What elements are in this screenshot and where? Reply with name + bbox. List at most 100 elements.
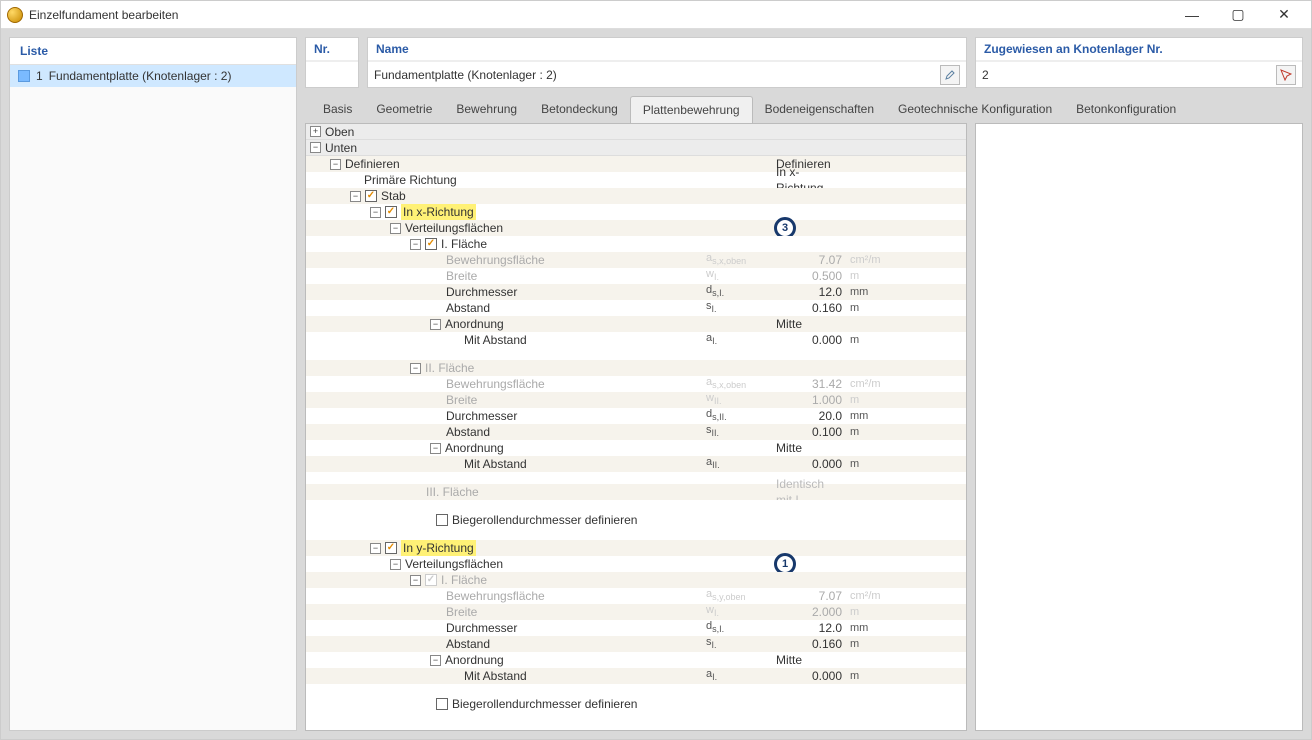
expander-icon[interactable]: + xyxy=(310,126,321,137)
tree-panel: + Oben − Unten xyxy=(305,123,967,731)
label-in-y: In y-Richtung xyxy=(401,540,476,556)
nr-label: Nr. xyxy=(306,38,358,61)
val: 0.000 xyxy=(776,668,846,684)
nr-box: Nr. xyxy=(305,37,359,88)
val: 0.000 xyxy=(776,456,846,472)
content-area: Liste 1 Fundamentplatte (Knotenlager : 2… xyxy=(1,29,1311,739)
window: Einzelfundament bearbeiten — ▢ ✕ Liste 1… xyxy=(0,0,1312,740)
tab-geotechkonfig[interactable]: Geotechnische Konfiguration xyxy=(886,96,1064,123)
preview-panel xyxy=(975,123,1303,731)
assign-field[interactable] xyxy=(982,68,1272,82)
tree-label-oben: Oben xyxy=(325,124,354,140)
row-verteil-x[interactable]: − Verteilungsflächen 3 xyxy=(306,220,966,236)
unit: m xyxy=(846,424,906,440)
checkbox-biegerollen-x[interactable] xyxy=(436,514,448,526)
maximize-button[interactable]: ▢ xyxy=(1215,1,1261,29)
val: 0.160 xyxy=(776,636,846,652)
row-x1-s[interactable]: Abstand sI. 0.160 m xyxy=(306,300,966,316)
unit: m xyxy=(846,668,906,684)
right-area: Nr. Name Zugewiesen an Knotenlage xyxy=(305,37,1303,731)
label: Mit Abstand xyxy=(464,456,527,472)
expander-icon[interactable]: − xyxy=(350,191,361,202)
row-x2-a[interactable]: Mit Abstand aII. 0.000 m xyxy=(306,456,966,472)
expander-icon[interactable]: − xyxy=(390,223,401,234)
minimize-button[interactable]: — xyxy=(1169,1,1215,29)
spacer xyxy=(306,500,966,512)
assign-box: Zugewiesen an Knotenlager Nr. xyxy=(975,37,1303,88)
spacer xyxy=(306,528,966,540)
row-biegerollen-y[interactable]: Biegerollendurchmesser definieren xyxy=(306,696,966,712)
edit-name-icon[interactable] xyxy=(940,65,960,85)
label: Biegerollendurchmesser definieren xyxy=(452,512,637,528)
list-item-index: 1 xyxy=(36,69,43,83)
expander-icon[interactable]: − xyxy=(410,239,421,250)
expander-icon[interactable]: − xyxy=(430,443,441,454)
expander-icon[interactable]: − xyxy=(410,575,421,586)
label-verteil-y: Verteilungsflächen xyxy=(405,556,503,572)
checkbox-stab[interactable] xyxy=(365,190,377,202)
tab-betondeckung[interactable]: Betondeckung xyxy=(529,96,630,123)
label: Mit Abstand xyxy=(464,668,527,684)
label: Biegerollendurchmesser definieren xyxy=(452,696,637,712)
row-x2-s[interactable]: Abstand sII. 0.100 m xyxy=(306,424,966,440)
row-in-x[interactable]: − In x-Richtung xyxy=(306,204,966,220)
val: 0.100 xyxy=(776,424,846,440)
list-item-icon xyxy=(18,70,30,82)
expander-icon[interactable]: − xyxy=(370,543,381,554)
expander-icon[interactable]: − xyxy=(390,559,401,570)
tabs: Basis Geometrie Bewehrung Betondeckung P… xyxy=(305,96,1303,123)
row-flaeche3-x: III. Fläche Identisch mit I. xyxy=(306,484,966,500)
label-in-x: In x-Richtung xyxy=(401,204,476,220)
row-y1-s[interactable]: Abstand sI. 0.160 m xyxy=(306,636,966,652)
checkbox-flaeche1-y[interactable] xyxy=(425,574,437,586)
row-stab[interactable]: − Stab xyxy=(306,188,966,204)
list-header: Liste xyxy=(10,38,296,65)
tab-basis[interactable]: Basis xyxy=(311,96,364,123)
checkbox-flaeche1[interactable] xyxy=(425,238,437,250)
unit: m xyxy=(846,636,906,652)
row-in-y[interactable]: − In y-Richtung xyxy=(306,540,966,556)
tree-unten[interactable]: − Unten xyxy=(306,140,966,156)
row-verteil-y[interactable]: − Verteilungsflächen 1 xyxy=(306,556,966,572)
unit: m xyxy=(846,300,906,316)
label: Abstand xyxy=(446,424,490,440)
spacer xyxy=(306,684,966,696)
pick-node-icon[interactable] xyxy=(1276,65,1296,85)
checkbox-in-y[interactable] xyxy=(385,542,397,554)
tab-geometrie[interactable]: Geometrie xyxy=(364,96,444,123)
val: 0.160 xyxy=(776,300,846,316)
expander-icon[interactable]: − xyxy=(310,142,321,153)
tab-bewehrung[interactable]: Bewehrung xyxy=(444,96,529,123)
tab-betonkonfig[interactable]: Betonkonfiguration xyxy=(1064,96,1188,123)
row-y1-a[interactable]: Mit Abstand aI. 0.000 m xyxy=(306,668,966,684)
tab-plattenbewehrung[interactable]: Plattenbewehrung xyxy=(630,96,753,123)
unit: m xyxy=(846,332,906,348)
label: Abstand xyxy=(446,636,490,652)
list-item[interactable]: 1 Fundamentplatte (Knotenlager : 2) xyxy=(10,65,296,87)
titlebar: Einzelfundament bearbeiten — ▢ ✕ xyxy=(1,1,1311,29)
name-label: Name xyxy=(368,38,966,61)
expander-icon[interactable]: − xyxy=(430,319,441,330)
label: III. Fläche xyxy=(426,484,479,500)
expander-icon[interactable]: − xyxy=(430,655,441,666)
window-title: Einzelfundament bearbeiten xyxy=(29,8,178,22)
app-icon xyxy=(7,7,23,23)
tab-body: + Oben − Unten xyxy=(305,123,1303,731)
row-x1-a[interactable]: Mit Abstand aI. 0.000 m xyxy=(306,332,966,348)
val: 0.000 xyxy=(776,332,846,348)
expander-icon[interactable]: − xyxy=(370,207,381,218)
name-field[interactable] xyxy=(374,68,936,82)
spacer xyxy=(306,348,966,360)
expander-icon[interactable]: − xyxy=(410,363,421,374)
checkbox-biegerollen-y[interactable] xyxy=(436,698,448,710)
assign-label: Zugewiesen an Knotenlager Nr. xyxy=(976,38,1302,61)
checkbox-in-x[interactable] xyxy=(385,206,397,218)
row-primrich[interactable]: Primäre Richtung In x-Richtung xyxy=(306,172,966,188)
close-button[interactable]: ✕ xyxy=(1261,1,1307,29)
tab-bodeneigenschaften[interactable]: Bodeneigenschaften xyxy=(753,96,886,123)
label-primrich: Primäre Richtung xyxy=(364,172,457,188)
row-biegerollen-x[interactable]: Biegerollendurchmesser definieren xyxy=(306,512,966,528)
list-item-label: Fundamentplatte (Knotenlager : 2) xyxy=(49,69,232,83)
list-panel: Liste 1 Fundamentplatte (Knotenlager : 2… xyxy=(9,37,297,731)
tree-oben[interactable]: + Oben xyxy=(306,124,966,140)
